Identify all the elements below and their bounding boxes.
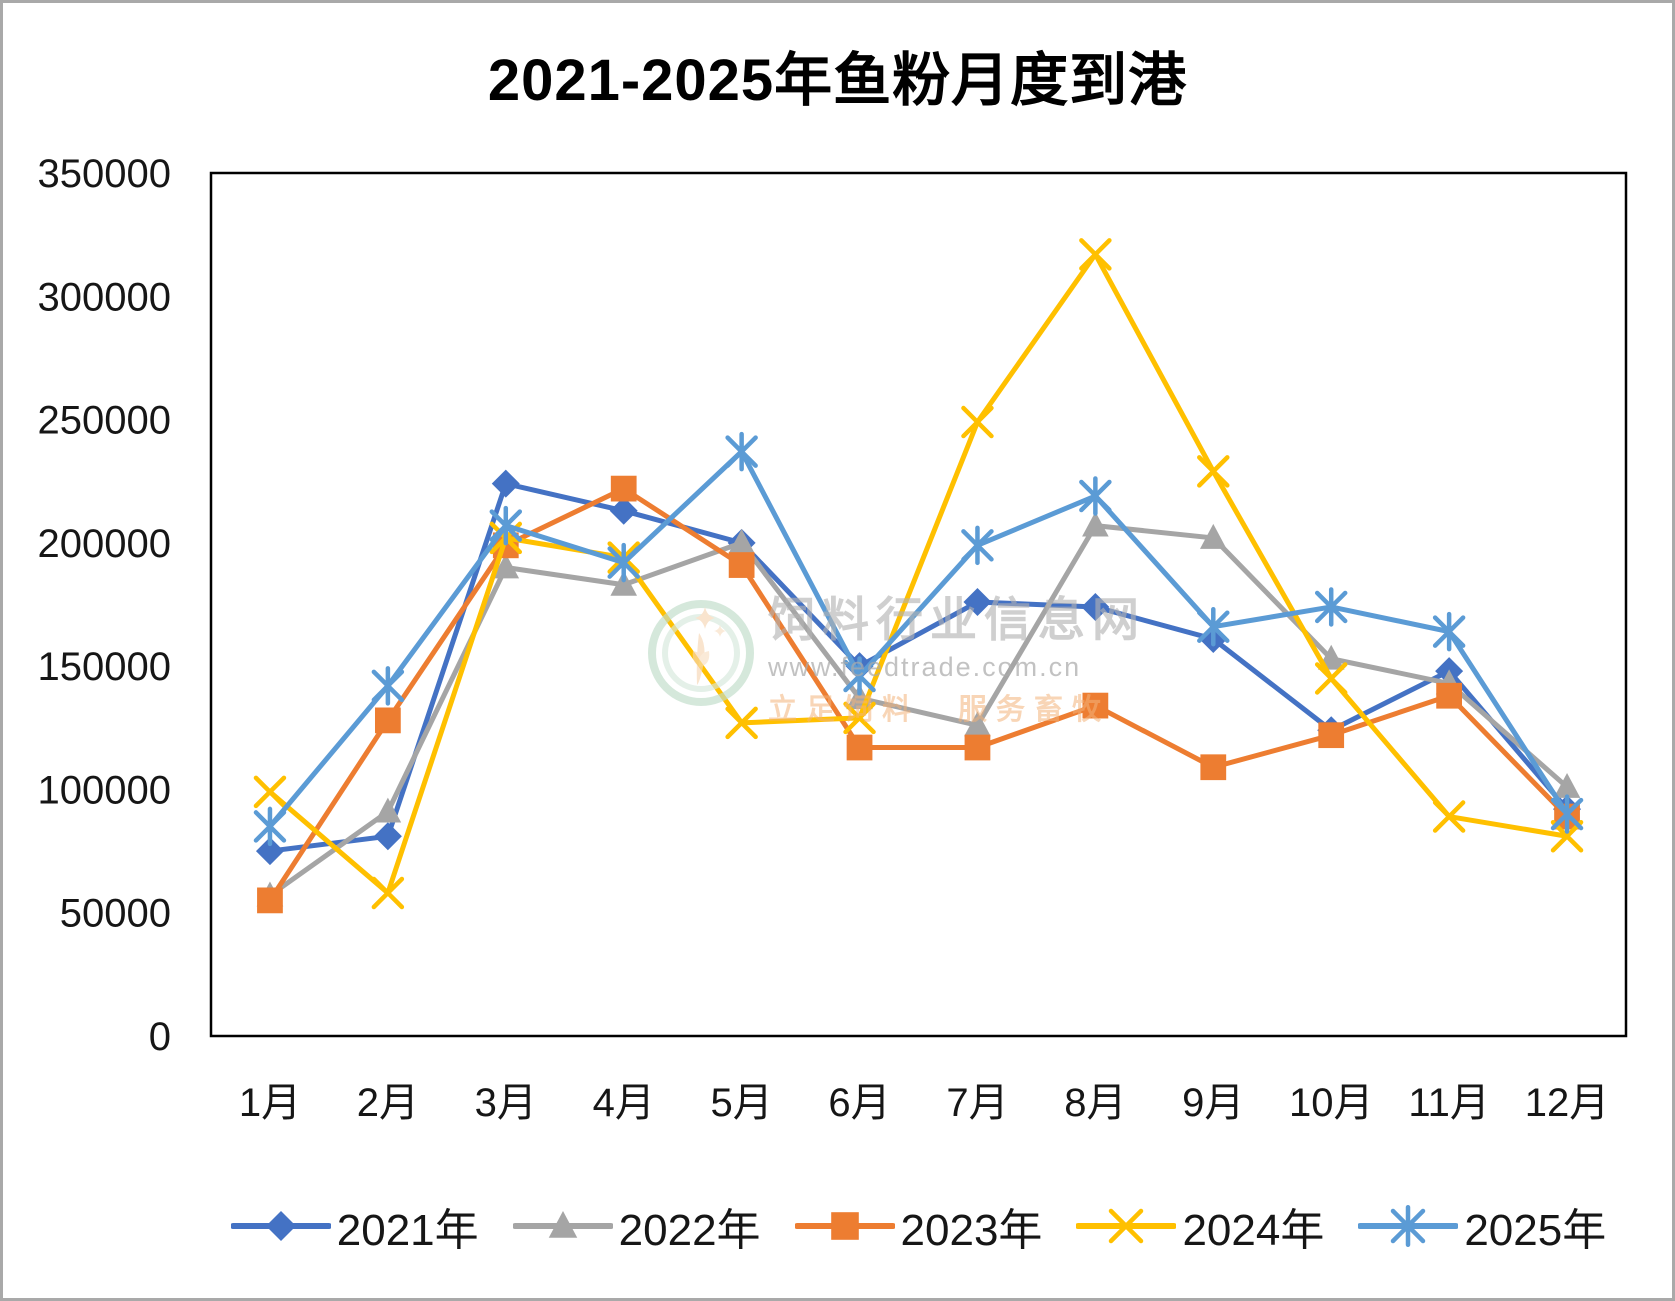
series-marker [610, 570, 638, 596]
series-marker [725, 431, 758, 472]
series-marker [371, 666, 405, 706]
plot-border [209, 171, 1628, 1038]
legend-item-2024年: 2024年 [1076, 1194, 1324, 1258]
x-tick-label: 10月 [1289, 1081, 1374, 1125]
series-marker [257, 887, 283, 914]
series-marker [609, 496, 638, 525]
y-tick-label: 350000 [38, 152, 171, 196]
series-marker [374, 707, 401, 734]
x-tick-label: 6月 [828, 1081, 890, 1125]
x-tick-label: 7月 [946, 1081, 1008, 1125]
series-marker [1314, 662, 1348, 695]
series-marker [843, 701, 876, 735]
series-marker [728, 552, 755, 578]
series-marker [1197, 455, 1230, 488]
y-tick-label: 250000 [38, 399, 171, 443]
series-marker [961, 405, 994, 439]
series-marker [374, 797, 402, 823]
series-marker [255, 837, 284, 866]
line-chart: 0 50000 100000 150000 200000 250000 300000 3500… [38, 152, 1628, 1125]
chart-title: 2021-2025年鱼粉月度到港 [487, 48, 1188, 113]
series-marker [1082, 692, 1109, 719]
series-marker [371, 876, 405, 910]
legend-label: 2022年 [618, 1206, 761, 1255]
series-marker [1391, 1205, 1426, 1247]
series-marker [846, 734, 873, 761]
series-line-2025年 [267, 449, 1570, 829]
legend-marker-icon [1358, 1205, 1459, 1247]
y-tick-label: 150000 [38, 645, 171, 689]
series-marker [610, 475, 637, 502]
series-line-2023年 [267, 486, 1570, 903]
series-marker [964, 734, 991, 761]
series-marker [830, 1212, 859, 1240]
series-marker [489, 505, 523, 546]
series-line-2021年 [267, 481, 1570, 854]
x-tick-label: 12月 [1525, 1081, 1610, 1125]
series-marker [1079, 238, 1112, 271]
series-marker [1082, 511, 1109, 537]
series-marker [1081, 592, 1110, 621]
series-marker [253, 806, 287, 847]
x-tick-label: 9月 [1182, 1081, 1244, 1125]
legend-label: 2021年 [336, 1206, 479, 1255]
series-marker [1432, 800, 1466, 833]
legend-marker-icon [230, 1211, 331, 1241]
y-tick-label: 0 [149, 1015, 171, 1059]
series-marker [1200, 754, 1227, 781]
series-line-2022年 [267, 523, 1570, 898]
legend-label: 2025年 [1464, 1206, 1607, 1255]
legend-marker-icon [794, 1212, 895, 1240]
series-marker [1199, 523, 1227, 549]
x-tick-label: 1月 [239, 1081, 301, 1125]
x-tick-label: 4月 [593, 1081, 655, 1125]
x-tick-label: 8月 [1064, 1081, 1126, 1125]
legend-marker-icon [1076, 1208, 1177, 1244]
series-marker [725, 706, 758, 740]
series-marker [491, 469, 520, 498]
legend-item-2025年: 2025年 [1358, 1194, 1606, 1258]
series-marker [961, 525, 994, 566]
x-tick-label: 3月 [475, 1081, 537, 1125]
series-marker [1553, 772, 1581, 798]
series-marker [1436, 682, 1463, 709]
series-marker [253, 775, 287, 809]
legend-item-2021年: 2021年 [230, 1194, 479, 1258]
series-marker [1550, 820, 1584, 853]
legend-label: 2023年 [900, 1206, 1043, 1255]
chart-legend: 2021年 2022年 2023年 2024年 2025年 [211, 1191, 1626, 1261]
legend-item-2023年: 2023年 [794, 1194, 1043, 1258]
series-marker [1197, 606, 1230, 647]
legend-item-2022年: 2022年 [512, 1194, 761, 1258]
series-marker [1550, 794, 1584, 834]
series-marker [492, 553, 520, 579]
series-line-2024年 [267, 251, 1570, 896]
y-tick-label: 200000 [38, 522, 171, 566]
y-tick-label: 300000 [38, 275, 171, 319]
series-marker [1109, 1208, 1144, 1244]
series-marker [1314, 587, 1348, 627]
series-marker [1432, 611, 1466, 652]
series-marker [843, 656, 876, 696]
series-marker [1318, 722, 1345, 749]
series-marker [265, 1211, 296, 1241]
series-marker [728, 528, 755, 554]
series-marker [964, 711, 991, 737]
y-tick-label: 50000 [60, 892, 171, 936]
series-marker [548, 1211, 577, 1238]
x-tick-label: 11月 [1408, 1081, 1490, 1125]
x-tick-label: 5月 [711, 1081, 773, 1125]
y-tick-label: 100000 [38, 768, 171, 812]
series-marker [373, 822, 402, 851]
legend-marker-icon [512, 1211, 613, 1238]
x-tick-label: 2月 [357, 1081, 419, 1125]
legend-label: 2024年 [1182, 1206, 1325, 1255]
series-marker [963, 588, 992, 617]
series-marker [607, 542, 640, 583]
series-marker [1079, 476, 1112, 516]
